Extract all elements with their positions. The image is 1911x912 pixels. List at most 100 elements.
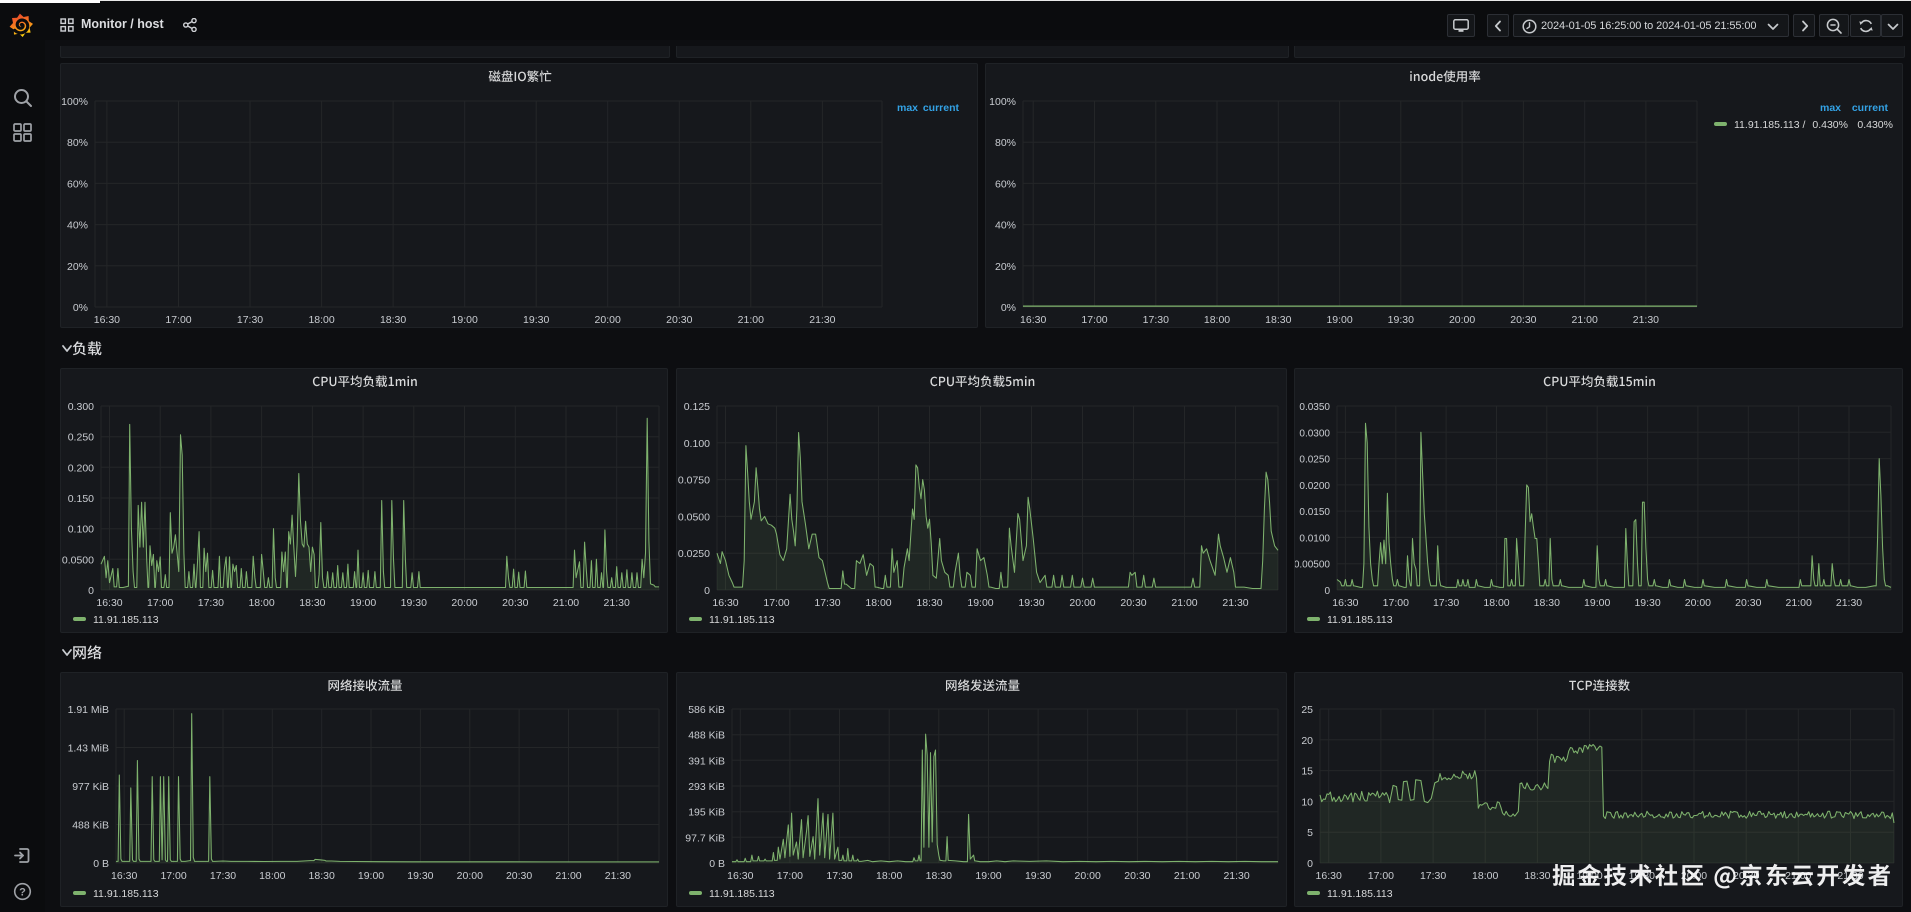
- svg-text:977 KiB: 977 KiB: [72, 781, 109, 793]
- svg-text:17:00: 17:00: [165, 314, 191, 326]
- svg-text:1.43 MiB: 1.43 MiB: [68, 743, 109, 755]
- svg-text:21:00: 21:00: [1572, 314, 1598, 326]
- svg-text:0: 0: [704, 585, 710, 597]
- svg-text:11.91.185.113: 11.91.185.113: [709, 888, 775, 900]
- svg-text:18:00: 18:00: [259, 870, 285, 882]
- svg-text:20:00: 20:00: [1685, 597, 1711, 609]
- svg-text:0%: 0%: [73, 302, 88, 314]
- svg-text:195 KiB: 195 KiB: [688, 807, 725, 819]
- svg-text:488 KiB: 488 KiB: [688, 730, 725, 742]
- svg-text:0.200: 0.200: [68, 462, 94, 474]
- svg-text:11.91.185.113 /: 11.91.185.113 /: [1734, 119, 1806, 131]
- svg-text:max: max: [897, 102, 918, 114]
- svg-text:0 B: 0 B: [709, 858, 725, 870]
- svg-text:21:30: 21:30: [1222, 597, 1248, 609]
- svg-text:17:00: 17:00: [1081, 314, 1107, 326]
- svg-text:0%: 0%: [1001, 302, 1016, 314]
- svg-text:21:00: 21:00: [738, 314, 764, 326]
- svg-text:0.250: 0.250: [68, 432, 94, 444]
- svg-text:16:30: 16:30: [1020, 314, 1046, 326]
- svg-text:18:30: 18:30: [1534, 597, 1560, 609]
- svg-text:19:30: 19:30: [1018, 597, 1044, 609]
- svg-text:0: 0: [1324, 586, 1330, 597]
- svg-text:16:30: 16:30: [1332, 597, 1358, 609]
- svg-text:20:00: 20:00: [1069, 597, 1095, 609]
- svg-text:18:30: 18:30: [916, 597, 942, 609]
- svg-text:20:30: 20:30: [1733, 870, 1759, 882]
- svg-text:20:30: 20:30: [666, 314, 692, 326]
- svg-text:16:30: 16:30: [1316, 870, 1342, 882]
- svg-text:15: 15: [1301, 766, 1313, 778]
- svg-text:17:00: 17:00: [1383, 597, 1409, 609]
- svg-text:0.125: 0.125: [684, 401, 710, 413]
- svg-text:20:30: 20:30: [1735, 597, 1761, 609]
- svg-text:20%: 20%: [67, 261, 88, 273]
- svg-text:100%: 100%: [61, 96, 88, 108]
- svg-text:21:30: 21:30: [809, 314, 835, 326]
- svg-text:60%: 60%: [67, 178, 88, 190]
- svg-text:21:00: 21:00: [1174, 870, 1200, 882]
- svg-text:19:30: 19:30: [523, 314, 549, 326]
- svg-text:16:30: 16:30: [94, 314, 120, 326]
- svg-text:21:30: 21:30: [604, 597, 630, 609]
- svg-text:17:30: 17:30: [1143, 314, 1169, 326]
- svg-text:19:30: 19:30: [1025, 870, 1051, 882]
- svg-text:60%: 60%: [995, 178, 1016, 190]
- svg-text:17:30: 17:30: [814, 597, 840, 609]
- svg-text:18:00: 18:00: [1483, 597, 1509, 609]
- svg-text:19:00: 19:00: [975, 870, 1001, 882]
- svg-text:18:30: 18:30: [299, 597, 325, 609]
- svg-text:16:30: 16:30: [727, 870, 753, 882]
- svg-text:586 KiB: 586 KiB: [688, 704, 725, 716]
- svg-text:21:30: 21:30: [605, 870, 631, 882]
- svg-text:21:30: 21:30: [1223, 870, 1249, 882]
- svg-text:19:00: 19:00: [1576, 870, 1602, 882]
- svg-text:17:00: 17:00: [1368, 870, 1394, 882]
- svg-text:19:00: 19:00: [350, 597, 376, 609]
- svg-text:5: 5: [1307, 827, 1313, 839]
- svg-text:20:00: 20:00: [457, 870, 483, 882]
- svg-text:80%: 80%: [995, 137, 1016, 149]
- svg-text:19:00: 19:00: [967, 597, 993, 609]
- svg-text:20:30: 20:30: [502, 597, 528, 609]
- svg-text:?: ?: [19, 887, 26, 899]
- svg-text:19:30: 19:30: [1388, 314, 1414, 326]
- svg-text:0.430%: 0.430%: [1812, 119, 1848, 131]
- svg-text:17:30: 17:30: [198, 597, 224, 609]
- svg-text:17:00: 17:00: [777, 870, 803, 882]
- svg-text:19:00: 19:00: [1326, 314, 1352, 326]
- svg-text:19:00: 19:00: [452, 314, 478, 326]
- svg-text:16:30: 16:30: [111, 870, 137, 882]
- svg-text:17:30: 17:30: [210, 870, 236, 882]
- svg-text:0: 0: [88, 585, 94, 597]
- svg-text:18:00: 18:00: [1204, 314, 1230, 326]
- svg-text:19:30: 19:30: [401, 597, 427, 609]
- svg-text:17:30: 17:30: [1433, 597, 1459, 609]
- svg-text:20:30: 20:30: [1120, 597, 1146, 609]
- svg-text:21:00: 21:00: [1786, 597, 1812, 609]
- svg-text:current: current: [1852, 102, 1889, 114]
- svg-text:20:00: 20:00: [1075, 870, 1101, 882]
- svg-text:19:00: 19:00: [1584, 597, 1610, 609]
- svg-text:20%: 20%: [995, 261, 1016, 273]
- svg-text:0.0150: 0.0150: [1299, 507, 1330, 518]
- svg-text:18:00: 18:00: [1472, 870, 1498, 882]
- svg-text:0.430%: 0.430%: [1857, 119, 1893, 131]
- svg-text:0.100: 0.100: [684, 438, 710, 450]
- svg-text:17:30: 17:30: [1420, 870, 1446, 882]
- svg-text:293 KiB: 293 KiB: [688, 781, 725, 793]
- svg-text:16:30: 16:30: [96, 597, 122, 609]
- svg-text:0.300: 0.300: [68, 401, 94, 413]
- svg-text:18:30: 18:30: [309, 870, 335, 882]
- svg-text:21:00: 21:00: [1785, 870, 1811, 882]
- svg-text:18:00: 18:00: [865, 597, 891, 609]
- svg-text:488 KiB: 488 KiB: [72, 820, 109, 832]
- svg-text:11.91.185.113: 11.91.185.113: [709, 614, 775, 626]
- svg-text:100%: 100%: [989, 96, 1016, 108]
- svg-text:18:30: 18:30: [926, 870, 952, 882]
- svg-text:17:30: 17:30: [826, 870, 852, 882]
- svg-text:20: 20: [1301, 735, 1313, 747]
- svg-text:0.0300: 0.0300: [1299, 428, 1330, 439]
- svg-text:17:00: 17:00: [763, 597, 789, 609]
- svg-text:0.150: 0.150: [68, 493, 94, 505]
